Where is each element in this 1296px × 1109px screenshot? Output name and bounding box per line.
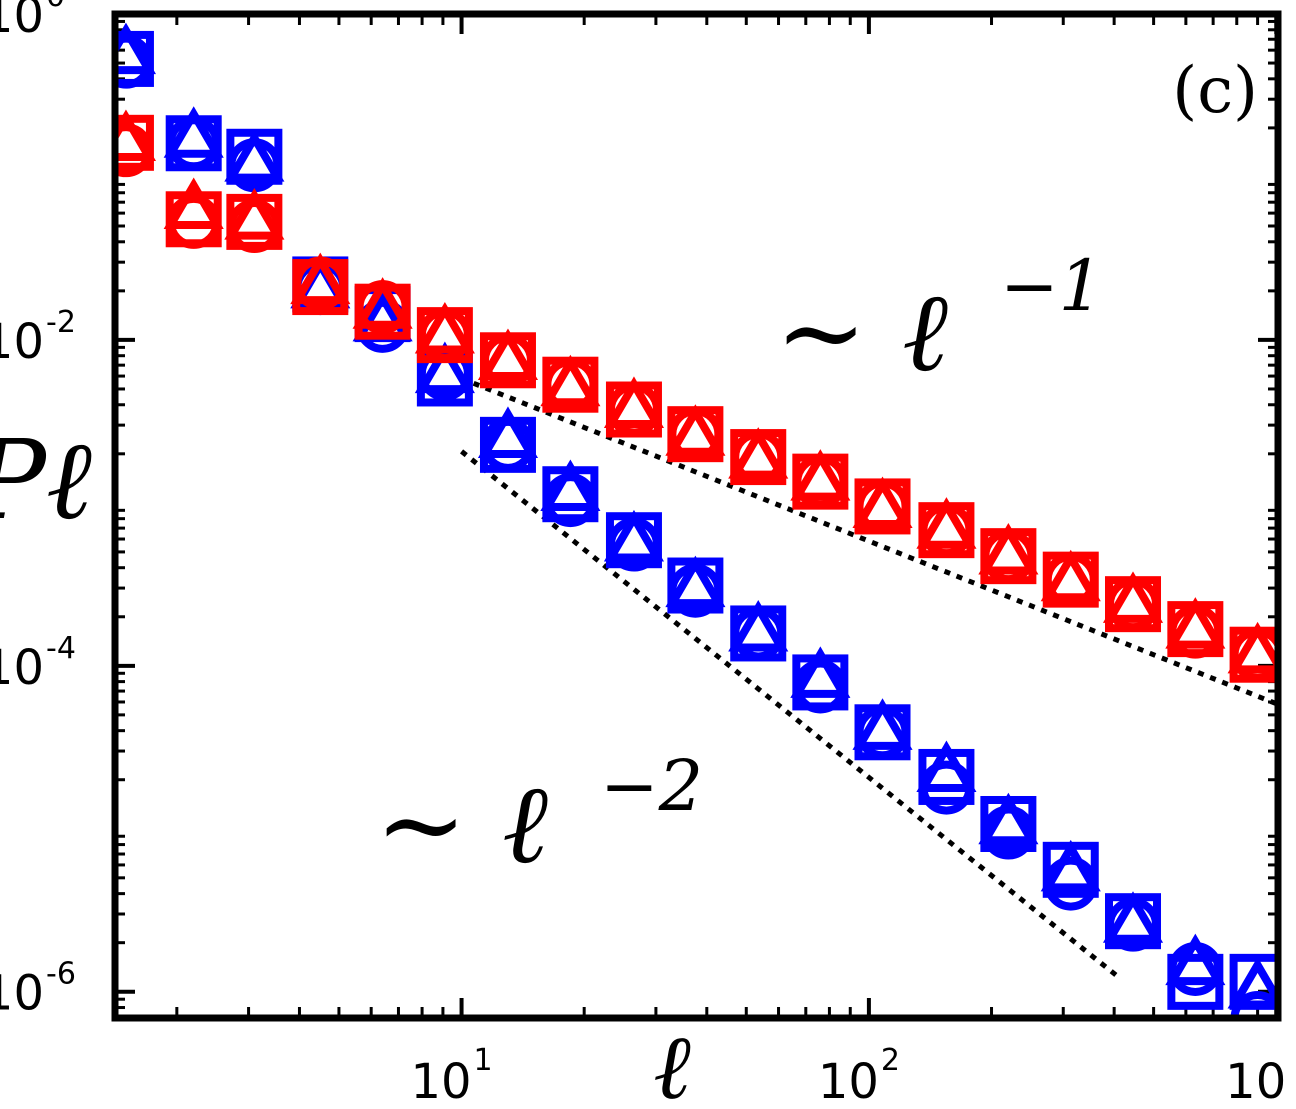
panel-label: (c) xyxy=(1172,54,1258,128)
y-tick-label: 10 xyxy=(0,640,44,696)
data-point-triangle xyxy=(1227,621,1278,674)
data-point-triangle xyxy=(916,497,977,549)
y-tick-label-exponent: -2 xyxy=(46,305,76,340)
data-point-triangle xyxy=(1165,933,1226,986)
guide-label-2-base: ~ ℓ xyxy=(375,760,548,888)
y-tick-label-exponent: 0 xyxy=(46,0,65,14)
data-point-triangle xyxy=(728,427,789,479)
data-point-triangle xyxy=(224,188,285,240)
axis-ticks xyxy=(115,12,1279,1019)
data-point-triangle xyxy=(540,354,601,407)
guide-lines xyxy=(459,376,1278,981)
data-point-triangle xyxy=(1102,891,1164,943)
y-tick-label-exponent: -6 xyxy=(46,957,76,992)
guide-line xyxy=(460,376,1278,707)
x-tick-label: 10 xyxy=(1225,1054,1286,1109)
plot-frame xyxy=(111,10,1282,1022)
data-point-triangle xyxy=(1040,839,1101,892)
y-axis-label: Pℓ xyxy=(0,416,92,544)
data-point-triangle xyxy=(1227,957,1278,1009)
data-point-triangle xyxy=(115,109,157,162)
data-point-triangle xyxy=(852,476,913,529)
data-point-triangle xyxy=(1102,571,1164,623)
data-point-triangle xyxy=(163,106,224,158)
guide-label-2-exp: −2 xyxy=(600,745,703,827)
data-point-triangle xyxy=(603,509,665,562)
x-tick-label-exponent: 2 xyxy=(881,1043,900,1078)
data-point-triangle xyxy=(352,277,413,329)
guide-line xyxy=(459,449,1123,981)
data-point-triangle xyxy=(1040,549,1101,602)
data-point-triangle xyxy=(477,406,539,458)
data-point-triangle xyxy=(414,341,475,394)
data-point-triangle xyxy=(290,252,351,305)
data-point-triangle xyxy=(916,740,977,793)
x-tick-label: 10 xyxy=(410,1054,471,1109)
guide-label-1-base: ~ ℓ xyxy=(775,268,948,396)
x-tick-label: 10 xyxy=(818,1054,879,1109)
data-point-triangle xyxy=(790,646,851,698)
guide-label-1-exp: −1 xyxy=(1000,245,1103,327)
data-point-triangle xyxy=(477,328,539,381)
data-point-triangle xyxy=(1165,597,1226,649)
y-tick-label: 10 xyxy=(0,314,44,370)
data-point-triangle xyxy=(665,404,726,456)
data-point-circle xyxy=(115,34,153,89)
y-tick-label: 10 xyxy=(0,966,44,1022)
data-point-triangle xyxy=(665,555,726,608)
data-point-triangle xyxy=(540,459,601,511)
data-point-triangle xyxy=(978,522,1039,575)
y-tick-label: 10 xyxy=(0,0,44,44)
data-point-triangle xyxy=(852,698,913,750)
data-point-triangle xyxy=(414,301,475,354)
data-point-triangle xyxy=(163,177,224,230)
data-point-triangle xyxy=(978,792,1039,845)
data-point-circle xyxy=(1230,991,1278,1018)
data-point-triangle xyxy=(603,376,665,428)
x-axis-label: ℓ xyxy=(653,1015,691,1109)
y-tick-label-exponent: -4 xyxy=(46,631,76,666)
data-point-triangle xyxy=(728,600,789,652)
data-markers xyxy=(115,22,1278,1018)
data-point-triangle xyxy=(115,22,157,75)
data-point-triangle xyxy=(790,449,851,501)
x-tick-label-exponent: 1 xyxy=(474,1043,493,1078)
data-point-triangle xyxy=(224,130,285,182)
